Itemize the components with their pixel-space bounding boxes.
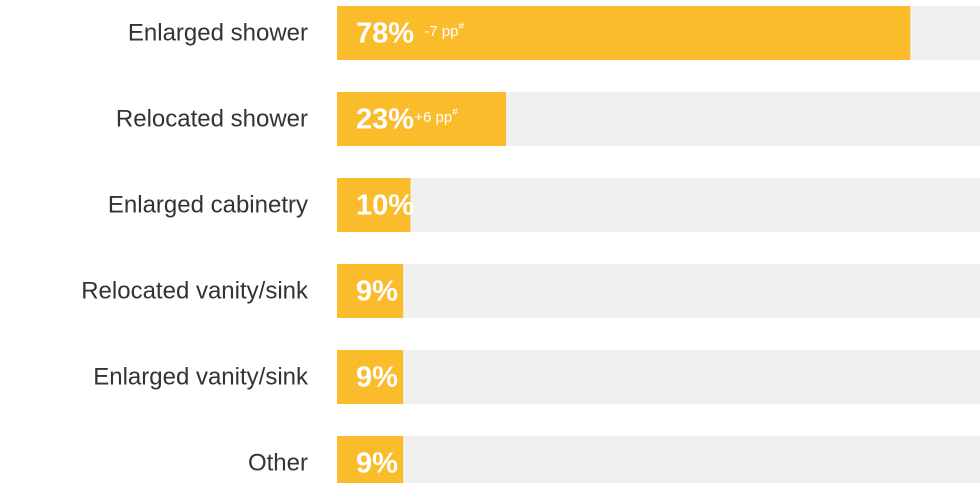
bar <box>337 178 411 232</box>
category-label: Enlarged shower <box>128 19 308 46</box>
value-label: 10% <box>356 190 414 222</box>
category-label: Other <box>248 449 308 476</box>
change-label: +6 pp# <box>414 107 458 126</box>
value-label: 9% <box>356 276 398 308</box>
category-label: Enlarged vanity/sink <box>93 363 309 390</box>
value-label: 9% <box>356 362 398 394</box>
bar <box>337 350 404 404</box>
bar-track <box>337 178 980 232</box>
value-label: 23% <box>356 104 414 136</box>
bar-track <box>337 436 980 483</box>
change-text: -7 pp <box>424 23 458 40</box>
change-text: +6 pp <box>414 109 452 126</box>
bar-track <box>337 264 980 318</box>
value-label: 78% <box>356 18 414 50</box>
bar <box>337 436 404 483</box>
category-label: Relocated vanity/sink <box>81 277 309 304</box>
bar <box>337 92 507 146</box>
bar-track <box>337 350 980 404</box>
change-note: # <box>452 107 458 118</box>
category-label: Relocated shower <box>116 105 308 132</box>
bar <box>337 264 404 318</box>
category-label: Enlarged cabinetry <box>108 191 308 218</box>
change-note: # <box>458 21 464 32</box>
bar <box>337 6 911 60</box>
value-label: 9% <box>356 448 398 480</box>
change-label: -7 pp# <box>424 21 464 40</box>
